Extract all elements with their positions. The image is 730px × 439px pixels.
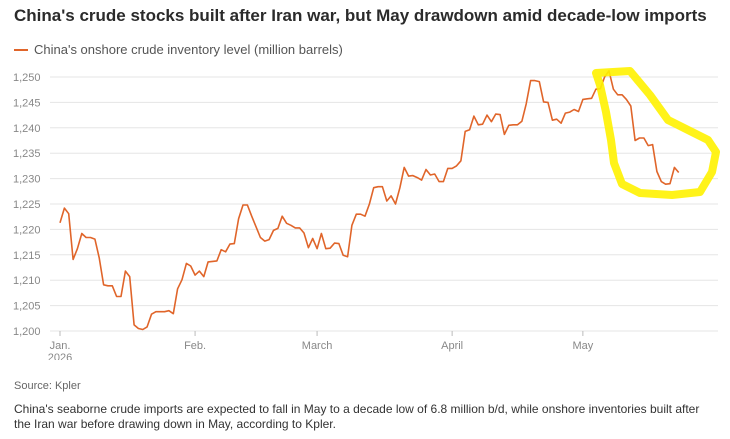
chart-caption: China's seaborne crude imports are expec… <box>14 402 700 431</box>
x-tick-sublabel: 2026 <box>48 352 72 360</box>
y-tick-label: 1,210 <box>13 275 41 287</box>
line-chart: 1,200 1,205 1,210 1,215 1,220 1,225 1,230 1,235… <box>13 67 720 360</box>
x-tick-label: March <box>302 340 333 352</box>
legend-swatch <box>14 48 28 51</box>
y-tick-label: 1,230 <box>13 174 41 186</box>
y-tick-label: 1,250 <box>13 72 41 84</box>
source-note: Source: Kpler <box>14 380 81 392</box>
y-tick-label: 1,220 <box>13 224 41 236</box>
x-tick-label: Jan. <box>50 340 71 352</box>
y-tick-label: 1,215 <box>13 250 41 262</box>
chart-legend: China's onshore crude inventory level (m… <box>14 42 343 57</box>
x-tick-label: Feb. <box>184 340 206 352</box>
chart-footer: Source: Kpler China's seaborne crude imp… <box>14 380 714 432</box>
y-tick-label: 1,205 <box>13 301 41 313</box>
y-tick-label: 1,245 <box>13 97 41 109</box>
x-tick-label: May <box>572 340 593 352</box>
series-line <box>59 70 680 331</box>
highlight-annotation <box>592 67 720 199</box>
legend-label: China's onshore crude inventory level (m… <box>34 42 343 57</box>
y-tick-label: 1,225 <box>13 199 41 211</box>
y-tick-label: 1,240 <box>13 123 41 135</box>
y-tick-label: 1,235 <box>13 148 41 160</box>
chart-title: China's crude stocks built after Iran wa… <box>14 6 707 25</box>
x-tick-label: April <box>441 340 463 352</box>
y-tick-label: 1,200 <box>13 326 41 338</box>
